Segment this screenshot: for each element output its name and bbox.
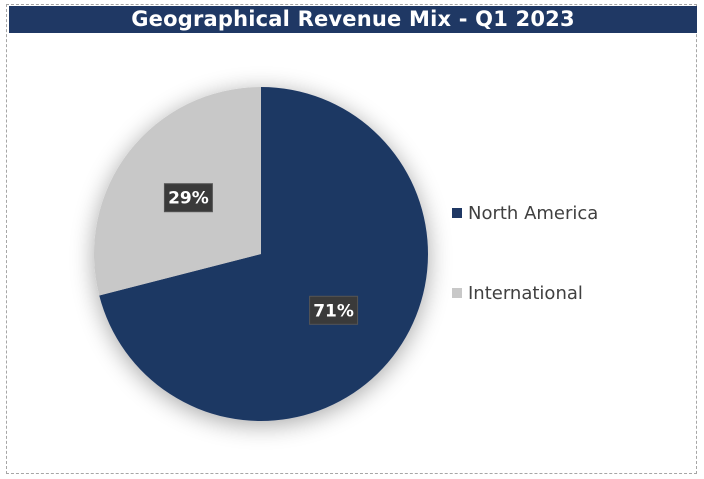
legend-swatch-international xyxy=(452,288,462,298)
legend-swatch-north-america xyxy=(452,208,462,218)
title-bar: Geographical Revenue Mix - Q1 2023 xyxy=(9,6,697,33)
pie-slice-north-america xyxy=(99,87,428,421)
chart-title: Geographical Revenue Mix - Q1 2023 xyxy=(131,7,575,31)
legend-label-international: International xyxy=(468,282,583,304)
data-label-text-international: 29% xyxy=(168,189,209,209)
data-label-international: 29% xyxy=(163,183,213,213)
legend-label-north-america: North America xyxy=(468,202,599,224)
data-label-text-north-america: 71% xyxy=(313,301,354,321)
legend: North America International xyxy=(452,200,682,360)
legend-item-north-america: North America xyxy=(452,200,682,226)
legend-item-international: International xyxy=(452,280,682,306)
data-label-north-america: 71% xyxy=(309,295,359,325)
